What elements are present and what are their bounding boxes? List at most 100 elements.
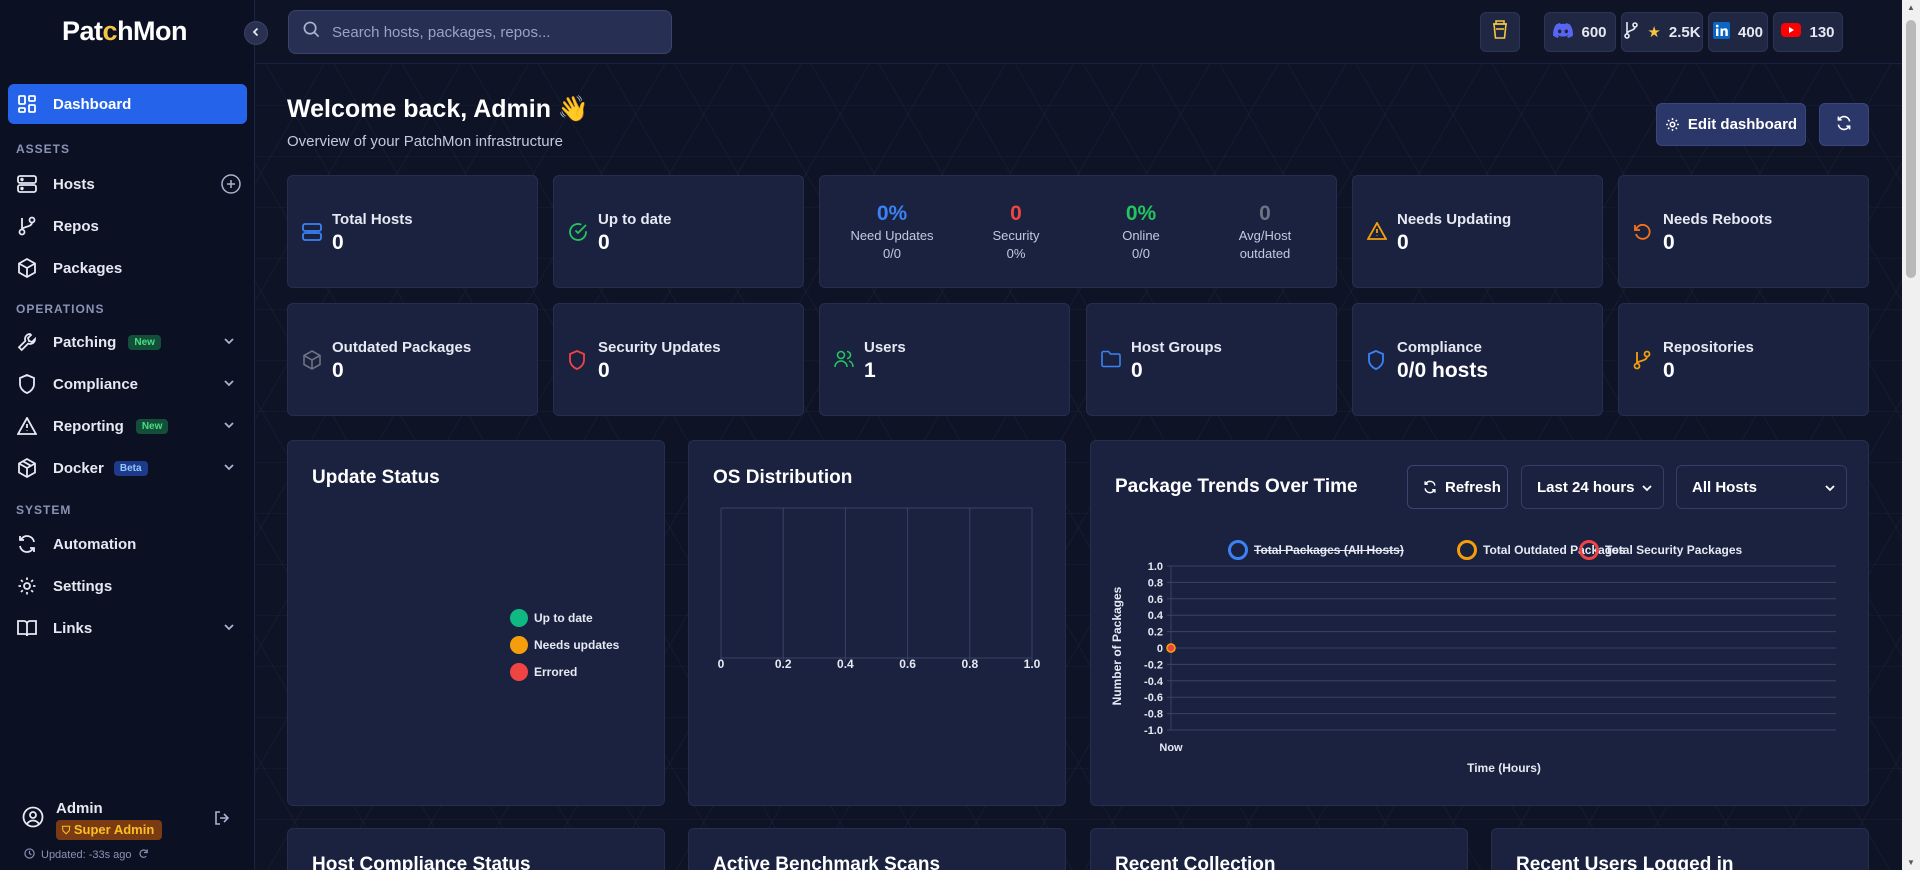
last-updated: Updated: -33s ago	[24, 848, 149, 862]
summary-label: Security	[992, 228, 1040, 243]
refresh-icon[interactable]	[138, 848, 149, 862]
discord-count: 600	[1581, 23, 1607, 41]
stat-card-users[interactable]: Users 1	[819, 303, 1070, 416]
legend-item[interactable]: Total Security Packages	[1579, 540, 1742, 560]
time-range-select[interactable]: Last 24 hours	[1521, 465, 1664, 509]
refresh-trends-button[interactable]: Refresh	[1407, 465, 1508, 509]
sidebar-item-label: Packages	[53, 259, 123, 277]
y-tick-label: -1.0	[1144, 725, 1163, 737]
user-profile[interactable]: Admin ⛉ Super Admin	[22, 798, 242, 842]
os-distribution-chart: 0 0.2 0.4 0.6 0.8 1.0	[718, 507, 1041, 671]
stat-title: Security Updates	[598, 339, 721, 356]
legend-item[interactable]: Total Packages (All Hosts)	[1228, 540, 1404, 560]
users-icon	[834, 350, 854, 370]
shield-icon	[568, 350, 588, 370]
shield-icon	[1367, 350, 1387, 370]
sidebar-item-label: Reporting	[53, 417, 124, 435]
sidebar-item-settings[interactable]: Settings	[8, 566, 247, 606]
time-range-value: Last 24 hours	[1537, 478, 1635, 496]
logout-icon[interactable]	[214, 810, 230, 831]
linkedin-stat[interactable]: 400	[1708, 12, 1768, 52]
legend-item[interactable]: Needs updates	[510, 636, 619, 654]
summary-avg-host: 0 Avg/Host outdated	[1220, 202, 1310, 262]
stat-card-needs-updating[interactable]: Needs Updating 0	[1352, 175, 1603, 288]
stat-card-compliance[interactable]: Compliance 0/0 hosts	[1352, 303, 1603, 416]
github-star-count: 2.5K	[1668, 23, 1701, 41]
github-stat[interactable]: ★ 2.5K	[1621, 12, 1703, 52]
new-badge: New	[135, 418, 169, 434]
trend-points	[1166, 643, 1176, 653]
page-scrollbar[interactable]: ▲ ▼	[1902, 0, 1920, 870]
add-host-icon[interactable]	[221, 174, 241, 198]
sidebar-item-automation[interactable]: Automation	[8, 524, 247, 564]
sidebar-item-dashboard[interactable]: Dashboard	[8, 84, 247, 124]
stat-card-security-updates[interactable]: Security Updates 0	[553, 303, 804, 416]
search-box[interactable]	[288, 10, 672, 54]
discord-stat[interactable]: 600	[1544, 12, 1616, 52]
stat-title: Users	[864, 339, 906, 356]
alert-triangle-icon	[16, 415, 38, 437]
sidebar-item-compliance[interactable]: Compliance	[8, 364, 247, 404]
y-tick-label: 0.2	[1148, 627, 1163, 639]
refresh-dashboard-button[interactable]	[1819, 103, 1869, 146]
stat-card-needs-reboots[interactable]: Needs Reboots 0	[1618, 175, 1869, 288]
package-trends-panel: Package Trends Over Time Refresh Last 24…	[1090, 440, 1869, 806]
sidebar-item-packages[interactable]: Packages	[8, 248, 247, 288]
x-tick-label: 0.4	[837, 657, 854, 671]
user-name: Admin	[56, 800, 103, 817]
sidebar-item-label: Hosts	[53, 175, 95, 193]
sidebar-item-docker[interactable]: Docker Beta	[8, 448, 247, 488]
coffee-button[interactable]	[1480, 12, 1520, 52]
waving-hand-icon: 👋	[557, 95, 590, 123]
stat-title: Needs Reboots	[1663, 211, 1773, 228]
stat-card-repositories[interactable]: Repositories 0	[1618, 303, 1869, 416]
sidebar-item-label: Docker	[53, 459, 104, 477]
sidebar-item-hosts[interactable]: Hosts	[8, 164, 247, 204]
linkedin-icon	[1712, 21, 1730, 43]
sidebar-item-links[interactable]: Links	[8, 608, 247, 648]
summary-security: 0 Security 0%	[971, 202, 1061, 262]
sidebar-item-patching[interactable]: Patching New	[8, 322, 247, 362]
host-filter-select[interactable]: All Hosts	[1676, 465, 1847, 509]
scrollbar-thumb[interactable]	[1906, 20, 1916, 278]
stat-card-outdated-packages[interactable]: Outdated Packages 0	[287, 303, 538, 416]
stat-value: 0	[1131, 359, 1143, 382]
summary-value: 0%	[1125, 202, 1157, 225]
chevron-left-icon	[251, 24, 261, 42]
host-filter-value: All Hosts	[1692, 478, 1758, 496]
sidebar-item-repos[interactable]: Repos	[8, 206, 247, 246]
role-shield-icon: ⛉	[62, 825, 71, 837]
sidebar-item-reporting[interactable]: Reporting New	[8, 406, 247, 446]
scroll-down-icon[interactable]: ▼	[1907, 858, 1915, 867]
check-circle-icon	[568, 222, 588, 242]
legend-item[interactable]: Errored	[510, 663, 577, 681]
package-icon	[302, 350, 322, 370]
role-label: Super Admin	[73, 822, 155, 837]
stat-title: Needs Updating	[1397, 211, 1512, 228]
legend-label: Total Security Packages	[1605, 543, 1743, 557]
stat-value: 0/0 hosts	[1397, 359, 1489, 382]
top-bar: 600 ★ 2.5K 400 130	[256, 0, 1902, 64]
stat-card-total-hosts[interactable]: Total Hosts 0	[287, 175, 538, 288]
stat-title: Outdated Packages	[332, 339, 472, 356]
panel-title: Active Benchmark Scans	[713, 854, 941, 870]
stat-card-host-groups[interactable]: Host Groups 0	[1086, 303, 1337, 416]
scroll-up-icon[interactable]: ▲	[1907, 3, 1915, 12]
collapse-sidebar-button[interactable]	[244, 21, 268, 45]
sidebar-item-label: Dashboard	[53, 95, 132, 113]
stat-card-up-to-date[interactable]: Up to date 0	[553, 175, 804, 288]
youtube-stat[interactable]: 130	[1773, 12, 1843, 52]
edit-dashboard-button[interactable]: Edit dashboard	[1656, 103, 1806, 146]
legend-item[interactable]: Up to date	[510, 609, 593, 627]
search-input[interactable]	[332, 23, 652, 41]
dashboard-icon	[16, 93, 38, 115]
sidebar-item-label: Patching	[53, 333, 117, 351]
package-icon	[16, 257, 38, 279]
github-icon	[1623, 21, 1639, 43]
x-tick-label: 0.8	[961, 657, 978, 671]
coffee-cup-icon	[1492, 20, 1508, 44]
folder-icon	[1101, 350, 1121, 370]
app-logo[interactable]: PatchMon	[62, 16, 188, 46]
x-axis-label: Time (Hours)	[1467, 761, 1541, 775]
stat-title: Repositories	[1663, 339, 1754, 356]
